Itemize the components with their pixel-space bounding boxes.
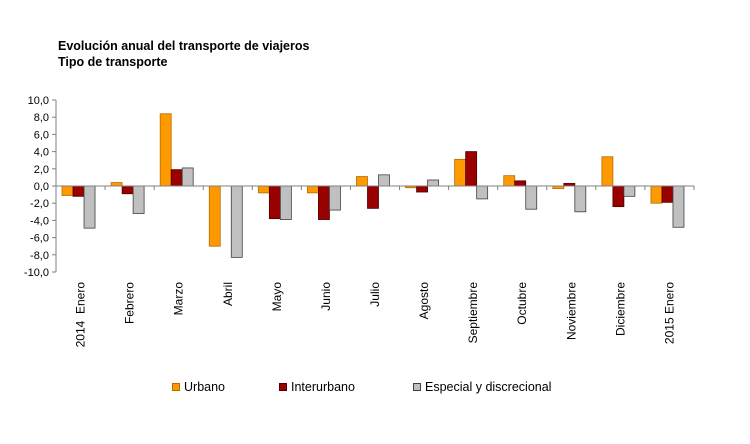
y-tick-label: -10,0 xyxy=(24,267,49,279)
legend-label-urbano: Urbano xyxy=(184,380,225,394)
y-tick-label: 0,0 xyxy=(34,181,49,193)
bar-especial-2 xyxy=(181,167,194,187)
bar-interurbano-12 xyxy=(661,185,674,203)
legend-item-interurbano: Interurbano xyxy=(279,380,355,394)
bar-urbano-0 xyxy=(61,185,74,196)
x-tick-label: Febrero xyxy=(123,282,137,324)
bar-especial-3 xyxy=(230,185,243,258)
bar-interurbano-4 xyxy=(268,185,281,220)
bar-interurbano-0 xyxy=(72,185,85,197)
y-tick-label: -4,0 xyxy=(30,215,49,227)
legend-swatch-urbano xyxy=(172,383,180,391)
bar-especial-4 xyxy=(279,185,292,220)
x-tick-label: Noviembre xyxy=(564,282,578,340)
bar-urbano-2 xyxy=(159,113,172,187)
legend-swatch-interurbano xyxy=(279,383,287,391)
x-tick-label: Julio xyxy=(368,282,382,307)
legend-item-especial: Especial y discrecional xyxy=(413,380,551,394)
bar-especial-12 xyxy=(672,185,685,228)
chart-title: Evolución anual del transporte de viajer… xyxy=(58,39,310,53)
chart-title-block: Evolución anual del transporte de viajer… xyxy=(58,38,309,70)
legend: Urbano Interurbano Especial y discrecion… xyxy=(0,380,750,398)
x-tick-label: Junio xyxy=(319,282,333,311)
bar-urbano-12 xyxy=(650,185,663,204)
x-tick-label: 2015 Enero xyxy=(662,282,676,344)
bar-urbano-4 xyxy=(257,185,270,194)
x-tick-label: Septiembre xyxy=(466,282,480,344)
x-tick-label: Abril xyxy=(221,282,235,306)
y-tick-label: 10,0 xyxy=(28,95,49,107)
bar-urbano-11 xyxy=(601,156,614,187)
bar-urbano-6 xyxy=(356,176,368,187)
y-tick-label: -2,0 xyxy=(30,198,49,210)
x-tick-label: 2014 Enero xyxy=(74,282,88,348)
bar-especial-9 xyxy=(525,185,538,210)
bar-interurbano-8 xyxy=(465,151,478,187)
x-tick-label: Agosto xyxy=(417,282,431,320)
bar-especial-8 xyxy=(476,185,489,200)
bar-especial-5 xyxy=(329,185,341,211)
y-tick-label: -6,0 xyxy=(30,233,49,245)
legend-label-interurbano: Interurbano xyxy=(291,380,355,394)
x-tick-label: Octubre xyxy=(515,282,529,325)
bar-especial-7 xyxy=(427,179,439,187)
chart-subtitle: Tipo de transporte xyxy=(58,55,168,69)
bar-interurbano-2 xyxy=(170,169,183,187)
legend-label-especial: Especial y discrecional xyxy=(425,380,552,394)
y-tick-label: 6,0 xyxy=(34,129,49,141)
y-tick-label: 2,0 xyxy=(34,164,49,176)
y-tick-label: -8,0 xyxy=(30,250,49,262)
bar-urbano-3 xyxy=(208,185,221,247)
bar-especial-10 xyxy=(574,185,587,213)
x-tick-label: Marzo xyxy=(172,282,186,316)
bar-interurbano-5 xyxy=(318,185,330,220)
bar-interurbano-11 xyxy=(612,185,625,208)
legend-swatch-especial xyxy=(413,383,421,391)
y-tick-label: 8,0 xyxy=(34,112,49,124)
bar-interurbano-1 xyxy=(121,185,134,195)
bar-especial-1 xyxy=(132,185,145,214)
bar-interurbano-7 xyxy=(416,185,428,193)
bar-urbano-1 xyxy=(110,182,123,187)
bar-interurbano-6 xyxy=(367,185,379,209)
bar-urbano-5 xyxy=(307,185,319,194)
bar-urbano-9 xyxy=(503,175,516,187)
y-tick-label: 4,0 xyxy=(34,147,49,159)
bar-urbano-8 xyxy=(454,158,467,187)
bar-especial-0 xyxy=(83,185,96,229)
x-tick-label: Mayo xyxy=(270,282,284,312)
bar-interurbano-9 xyxy=(514,180,527,187)
bar-especial-11 xyxy=(623,185,636,197)
legend-item-urbano: Urbano xyxy=(172,380,225,394)
bar-especial-6 xyxy=(378,174,390,187)
x-tick-label: Diciembre xyxy=(613,282,627,336)
